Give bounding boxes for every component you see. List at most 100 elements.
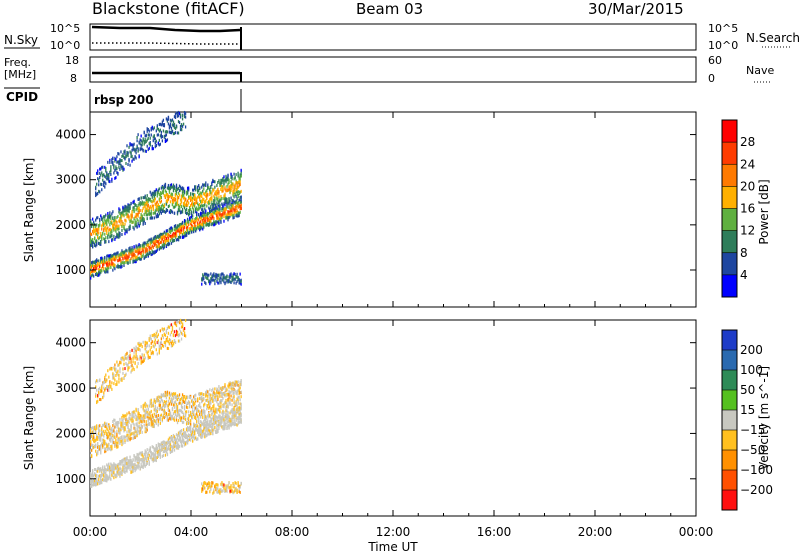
data-cell [127,466,129,470]
data-cell [230,183,232,187]
data-cell [205,434,207,438]
data-cell [209,424,211,428]
data-cell [224,208,226,212]
data-cell [177,131,180,135]
data-cell [193,413,195,417]
data-cell [123,468,125,472]
data-cell [223,276,225,280]
data-cell [237,275,239,279]
data-cell [116,441,118,445]
data-cell [215,410,217,414]
data-cell [121,435,123,439]
data-cell [130,202,132,206]
data-cell [180,396,183,400]
data-cell [120,471,122,475]
data-cell [124,260,126,264]
data-cell [153,126,155,130]
data-cell [119,265,121,269]
data-cell [165,412,168,416]
data-cell [96,171,98,175]
data-cell [146,240,148,244]
data-cell [197,188,199,192]
data-cell [195,406,197,410]
data-cell [181,406,184,410]
data-cell [118,258,120,262]
data-cell [237,181,239,185]
data-cell [131,143,133,147]
data-cell [174,202,177,206]
data-cell [177,208,180,212]
data-cell [240,203,242,207]
data-cell [206,197,208,201]
data-cell [160,232,163,236]
data-cell [148,411,150,415]
data-cell [137,197,139,201]
data-cell [149,411,151,415]
data-cell [178,223,181,227]
data-cell [160,235,163,239]
data-cell [108,254,110,258]
data-cell [162,124,165,128]
data-cell [145,463,147,467]
data-cell [140,420,142,424]
data-cell [147,416,149,420]
data-cell [207,217,209,221]
data-cell [128,417,130,421]
data-cell [189,196,192,200]
data-cell [98,448,100,452]
data-cell [200,415,202,419]
data-cell [113,463,115,467]
data-cell [208,218,210,222]
data-cell [171,198,174,202]
data-cell [209,429,211,433]
data-cell [185,212,188,216]
data-cell [103,228,105,232]
data-cell [182,202,185,206]
data-cell [136,225,138,229]
data-cell [178,189,181,193]
data-cell [164,239,167,243]
data-cell [100,436,102,440]
data-cell [210,272,212,276]
data-cell [129,163,131,167]
data-cell [125,205,127,209]
data-cell [155,448,157,452]
data-cell [170,436,173,440]
data-cell [220,182,222,186]
data-cell [159,208,161,212]
data-cell [212,425,214,429]
data-cell [173,131,176,135]
data-cell [97,469,99,473]
data-cell [221,185,223,189]
data-cell [204,418,206,422]
data-cell [109,256,111,260]
data-cell [119,212,121,216]
data-cell [202,278,204,282]
data-cell [206,192,208,196]
data-cell [169,183,172,187]
data-cell [106,479,108,483]
data-cell [152,445,154,449]
data-cell [182,196,185,200]
data-cell [143,241,145,245]
data-cell [185,410,188,414]
data-cell [226,426,228,430]
data-cell [164,234,167,238]
data-cell [98,435,100,439]
data-cell [122,154,124,158]
data-cell [120,159,122,163]
data-cell [234,176,236,180]
data-cell [98,477,100,481]
data-cell [164,241,167,245]
data-cell [240,407,242,411]
data-cell [145,411,147,415]
data-cell [175,234,178,238]
data-cell [203,419,205,423]
data-cell [236,416,238,420]
data-cell [176,112,179,116]
data-cell [97,216,99,220]
data-cell [99,223,101,227]
data-cell [152,418,154,422]
data-cell [109,170,111,174]
data-cell [204,207,206,211]
